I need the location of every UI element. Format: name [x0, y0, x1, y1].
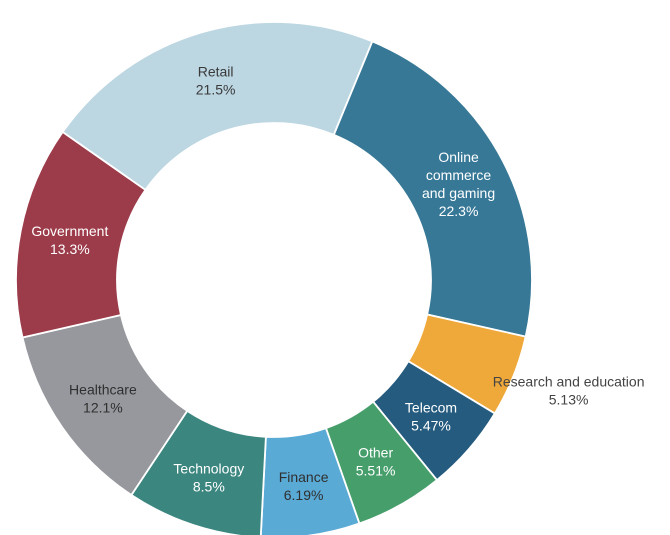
slice-value-label: 6.19%: [284, 487, 324, 503]
slice-value-label: 12.1%: [83, 399, 123, 415]
slice-name-label: Research and education: [493, 373, 645, 389]
label-technology: Technology 8.5%: [173, 461, 244, 495]
slice-retail[interactable]: [61, 21, 374, 192]
slice-name-label: Government: [31, 223, 108, 239]
slice-value-label: 21.5%: [196, 81, 236, 97]
slice-name-label: and gaming: [422, 185, 495, 201]
slice-online-commerce-and-gaming[interactable]: [332, 40, 533, 338]
slice-name-label: commerce: [426, 167, 492, 183]
slice-value-label: 5.47%: [411, 417, 451, 433]
slice-name-label: Telecom: [405, 399, 457, 415]
label-telecom: Telecom 5.47%: [405, 399, 457, 433]
slice-government[interactable]: [15, 130, 147, 339]
slice-value-label: 5.51%: [356, 462, 396, 478]
slice-name-label: Retail: [198, 63, 234, 79]
slice-name-label: Technology: [173, 461, 244, 477]
slice-value-label: 8.5%: [193, 479, 225, 495]
label-healthcare: Healthcare 12.1%: [69, 381, 137, 415]
slice-value-label: 22.3%: [439, 203, 479, 219]
label-government: Government 13.3%: [31, 223, 108, 257]
slice-name-label: Healthcare: [69, 381, 137, 397]
donut-slices: [15, 21, 533, 535]
slice-value-label: 13.3%: [50, 241, 90, 257]
label-finance: Finance 6.19%: [279, 469, 329, 503]
slice-finance[interactable]: [259, 427, 361, 535]
slice-name-label: Finance: [279, 469, 329, 485]
slice-labels: Retail 21.5% Online commerce and gaming 22.3%…: [31, 63, 644, 503]
label-retail: Retail 21.5%: [196, 63, 236, 97]
slice-name-label: Other: [358, 444, 393, 460]
label-other: Other 5.51%: [356, 444, 396, 478]
slice-value-label: 5.13%: [549, 391, 589, 407]
slice-name-label: Online: [438, 149, 479, 165]
label-online-commerce-and-gaming: Online commerce and gaming 22.3%: [422, 149, 495, 219]
label-research-and-education: Research and education 5.13%: [493, 373, 645, 407]
